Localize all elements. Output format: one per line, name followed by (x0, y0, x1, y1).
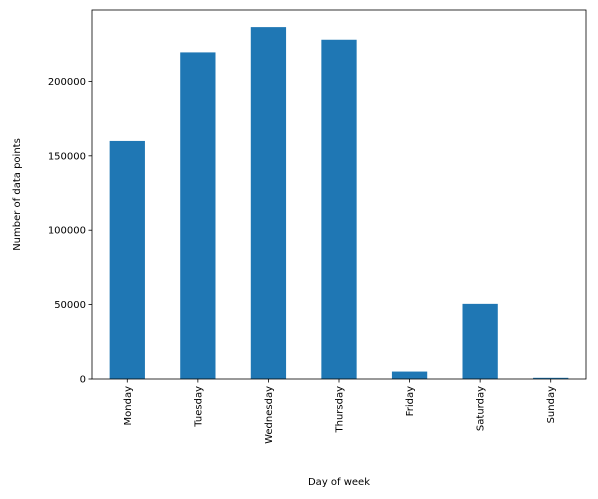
x-tick-label-saturday: Saturday (476, 386, 487, 431)
bar-sunday (533, 377, 569, 379)
x-tick-label-friday: Friday (405, 386, 416, 416)
bars-group (109, 27, 569, 380)
plot-frame (91, 9, 587, 380)
y-tick-label: 50000 (54, 300, 86, 311)
y-tick-label: 100000 (48, 226, 86, 237)
y-tick-label: 0 (80, 375, 86, 386)
bar-wednesday (250, 27, 287, 379)
bar-tuesday (180, 52, 216, 379)
y-tick-label: 150000 (48, 151, 86, 162)
x-tick-label-monday: Monday (123, 386, 134, 426)
y-tick-label: 200000 (48, 77, 86, 88)
bar-saturday (462, 303, 498, 379)
bar-monday (109, 140, 145, 379)
x-tick-label-wednesday: Wednesday (264, 386, 275, 444)
x-tick-label-sunday: Sunday (546, 386, 557, 423)
x-axis-ticks: Monday Tuesday Wednesday Thursday Friday Satu… (123, 379, 557, 444)
x-axis-label: Day of week (308, 477, 370, 488)
bar-friday (391, 371, 428, 379)
y-axis-label: Number of data points (12, 138, 23, 251)
x-tick-label-thursday: Thursday (335, 386, 346, 434)
y-axis-ticks: 0 50000 100000 150000 200000 (48, 77, 92, 386)
bar-thursday (321, 39, 357, 380)
x-tick-label-tuesday: Tuesday (193, 386, 204, 428)
